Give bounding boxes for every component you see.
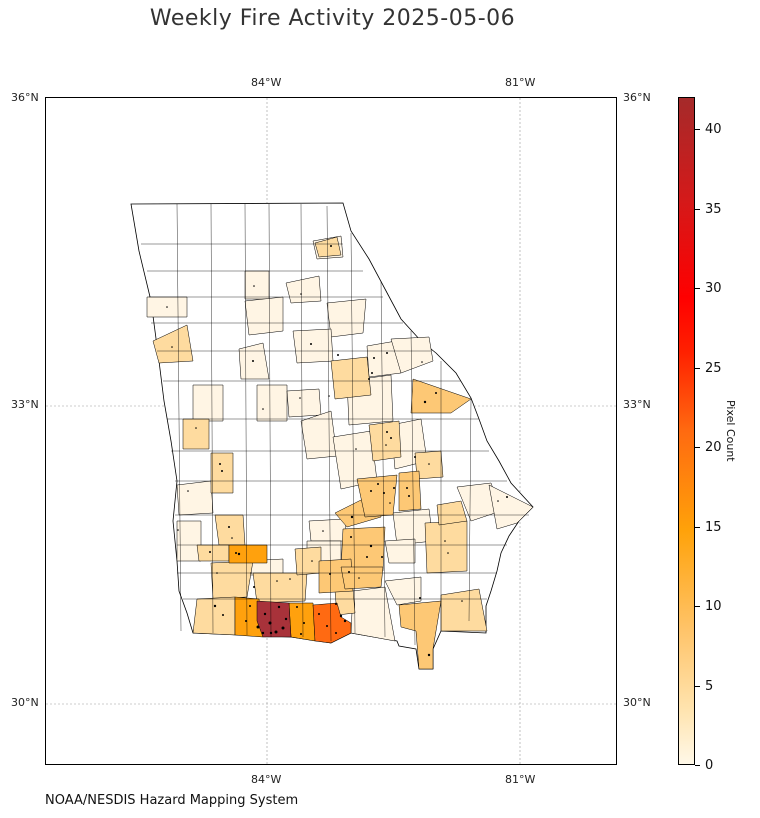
county-med-1[interactable] (228, 544, 268, 564)
lon-tick-top-81w: 81°W (505, 76, 536, 89)
county-vl-23[interactable] (308, 518, 348, 542)
county-boundaries (141, 203, 529, 646)
county-low-13[interactable] (424, 520, 468, 574)
county-vl-11[interactable] (192, 384, 224, 422)
colorbar-tick-35: 35 (705, 202, 722, 217)
county-ml-7[interactable] (340, 566, 384, 590)
county-low-2[interactable] (182, 418, 210, 450)
lat-tick-left-30n: 30°N (11, 696, 39, 709)
fire-detections (166, 245, 508, 657)
colorbar-tick-10: 10 (705, 599, 722, 614)
county-low-4[interactable] (330, 356, 372, 400)
colorbar-tick-25: 25 (705, 361, 722, 376)
county-low-17[interactable] (314, 236, 342, 258)
county-ml-5[interactable] (340, 526, 386, 572)
map-frame[interactable] (45, 97, 617, 765)
colorbar-tickmark-20 (695, 447, 700, 448)
colorbar-tickmark-0 (695, 765, 700, 766)
map-title: Weekly Fire Activity 2025-05-06 (149, 6, 516, 31)
county-low-11[interactable] (192, 596, 236, 636)
county-low-14[interactable] (436, 500, 468, 526)
lat-tick-right-33n: 33°N (623, 398, 651, 411)
source-credit: NOAA/NESDIS Hazard Mapping System (45, 793, 299, 808)
county-vl-6[interactable] (326, 298, 367, 338)
county-low-7[interactable] (214, 514, 246, 546)
county-low-12[interactable] (294, 546, 322, 576)
county-low-5[interactable] (368, 420, 402, 462)
lat-tick-left-33n: 33°N (11, 398, 39, 411)
fire-counties (146, 235, 534, 670)
lat-tick-left-36n: 36°N (11, 91, 39, 104)
county-low-8[interactable] (196, 544, 230, 562)
lon-tick-bottom-84w: 84°W (251, 773, 282, 786)
colorbar-tick-0: 0 (705, 758, 714, 773)
lon-tick-top-84w: 84°W (251, 76, 282, 89)
lat-tick-right-30n: 30°N (623, 696, 651, 709)
county-low-1[interactable] (152, 324, 194, 364)
county-med-3[interactable] (288, 602, 316, 642)
colorbar-tickmark-30 (695, 288, 700, 289)
county-high-1[interactable] (312, 602, 352, 644)
county-vl-12[interactable] (256, 384, 288, 422)
colorbar-tickmark-25 (695, 368, 700, 369)
lon-tick-bottom-81w: 81°W (505, 773, 536, 786)
colorbar-tick-5: 5 (705, 679, 714, 694)
county-low-6[interactable] (414, 450, 444, 480)
county-vl-25[interactable] (350, 586, 396, 642)
colorbar-tick-15: 15 (705, 520, 722, 535)
county-vl-9[interactable] (292, 328, 334, 364)
county-vl-22[interactable] (384, 538, 416, 564)
colorbar-label: Pixel Count (724, 400, 737, 462)
county-low-10[interactable] (252, 572, 308, 604)
colorbar-tick-40: 40 (705, 122, 722, 137)
county-vl-8[interactable] (390, 336, 434, 374)
county-vl-3[interactable] (285, 275, 322, 304)
georgia-county-map (46, 98, 616, 764)
colorbar-tick-20: 20 (705, 440, 722, 455)
county-vl-20[interactable] (488, 484, 534, 530)
county-ml-4[interactable] (398, 470, 422, 512)
county-vl-2[interactable] (244, 270, 270, 300)
colorbar (678, 97, 695, 765)
county-vl-26[interactable] (384, 576, 422, 606)
colorbar-tick-30: 30 (705, 281, 722, 296)
county-ml-8[interactable] (398, 600, 442, 670)
colorbar-tickmark-15 (695, 527, 700, 528)
county-vl-18[interactable] (176, 480, 214, 516)
county-low-15[interactable] (440, 588, 488, 632)
county-vl-27[interactable] (176, 520, 202, 562)
county-vl-5[interactable] (244, 296, 284, 336)
colorbar-tickmark-35 (695, 209, 700, 210)
county-vl-13[interactable] (286, 388, 322, 418)
colorbar-tickmark-5 (695, 686, 700, 687)
colorbar-tickmark-10 (695, 606, 700, 607)
county-low-3[interactable] (210, 452, 234, 494)
colorbar-tickmark-40 (695, 129, 700, 130)
lat-tick-right-36n: 36°N (623, 91, 651, 104)
